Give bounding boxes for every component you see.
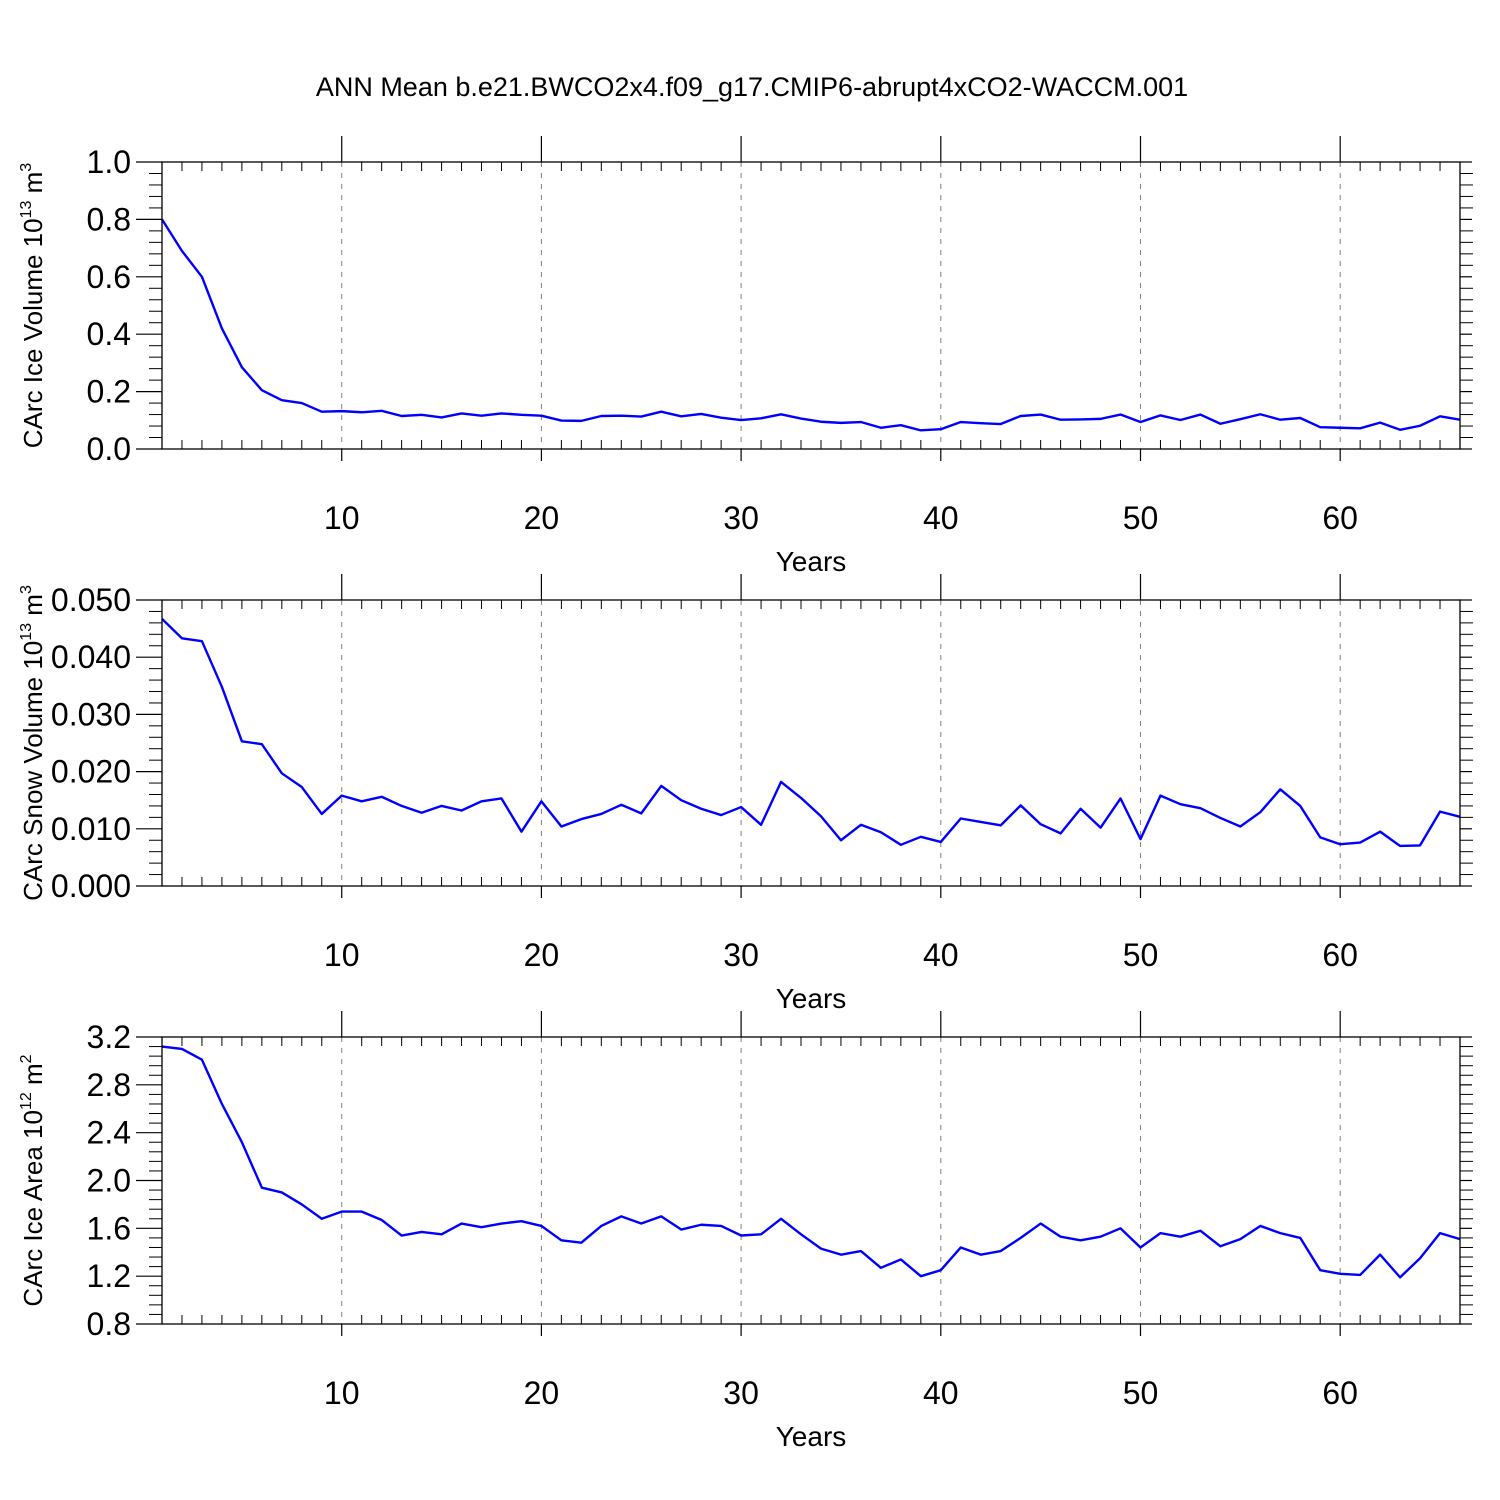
x-tick-label: 20: [524, 500, 560, 536]
y-axis-label: CArc Snow Volume 1013 m3: [18, 585, 48, 901]
plot-frame: [161, 161, 1461, 450]
y-tick-label: 0.0: [87, 431, 131, 467]
x-axis-label: Years: [776, 1421, 847, 1452]
y-tick-label: 0.020: [51, 754, 131, 790]
series-line: [160, 218, 1461, 432]
x-axis-label: Years: [776, 546, 847, 577]
y-tick-label: 0.2: [87, 374, 131, 410]
x-tick-label: 60: [1322, 937, 1358, 973]
x-tick-label: 10: [324, 1375, 360, 1411]
x-tick-label: 10: [324, 500, 360, 536]
y-tick-label: 3.2: [87, 1019, 131, 1055]
chart-panel-3: 10 20 30 40 50 60 0.8 1.2 1.6 2.0 2.4 2.8 3.2 Years CA…: [18, 1011, 1473, 1452]
y-tick-label: 0.030: [51, 696, 131, 732]
series-line: [161, 618, 1461, 848]
x-axis-label: Years: [776, 983, 847, 1014]
y-tick-label: 0.000: [51, 868, 131, 904]
y-tick-label: 2.8: [87, 1067, 131, 1103]
figure-title: ANN Mean b.e21.BWCO2x4.f09_g17.CMIP6-abr…: [316, 72, 1188, 102]
x-tick-label: 40: [923, 500, 959, 536]
x-tick-label: 40: [923, 937, 959, 973]
y-tick-label: 0.050: [51, 582, 131, 618]
y-tick-label: 0.010: [51, 811, 131, 847]
y-tick-label: 1.0: [87, 144, 131, 180]
y-tick-label: 0.8: [87, 201, 131, 237]
chart-panel-2: 10 20 30 40 50 60 0.000 0.010 0.020 0.030 0.040 0.0…: [18, 574, 1473, 1014]
x-tick-label: 30: [723, 500, 759, 536]
x-tick-label: 60: [1322, 500, 1358, 536]
x-tick-label: 60: [1322, 1375, 1358, 1411]
x-tick-label: 50: [1123, 937, 1159, 973]
series-line: [161, 1045, 1461, 1279]
y-tick-label: 0.8: [87, 1306, 131, 1342]
x-tick-label: 30: [723, 1375, 759, 1411]
x-tick-label: 20: [524, 937, 560, 973]
y-tick-label: 0.4: [87, 316, 131, 352]
x-tick-label: 50: [1123, 1375, 1159, 1411]
plot-frame: [161, 599, 1461, 887]
plot-frame: [161, 1036, 1461, 1325]
y-tick-label: 1.6: [87, 1210, 131, 1246]
x-tick-label: 10: [324, 937, 360, 973]
y-tick-label: 1.2: [87, 1258, 131, 1294]
y-tick-label: 2.0: [87, 1163, 131, 1199]
panels: 10 20 30 40 50 60 0.0 0.2 0.4 0.6 0.8 1.0 Years CArc …: [18, 136, 1473, 1452]
x-tick-label: 30: [723, 937, 759, 973]
chart-panel-1: 10 20 30 40 50 60 0.0 0.2 0.4 0.6 0.8 1.0 Years CArc …: [18, 136, 1473, 577]
x-tick-label: 40: [923, 1375, 959, 1411]
y-axis-label: CArc Ice Volume 1013 m3: [18, 163, 48, 448]
x-tick-label: 50: [1123, 500, 1159, 536]
y-axis-label: CArc Ice Area 1012 m2: [18, 1054, 48, 1306]
x-tick-label: 20: [524, 1375, 560, 1411]
y-tick-label: 0.040: [51, 639, 131, 675]
y-tick-label: 2.4: [87, 1115, 131, 1151]
y-tick-label: 0.6: [87, 259, 131, 295]
